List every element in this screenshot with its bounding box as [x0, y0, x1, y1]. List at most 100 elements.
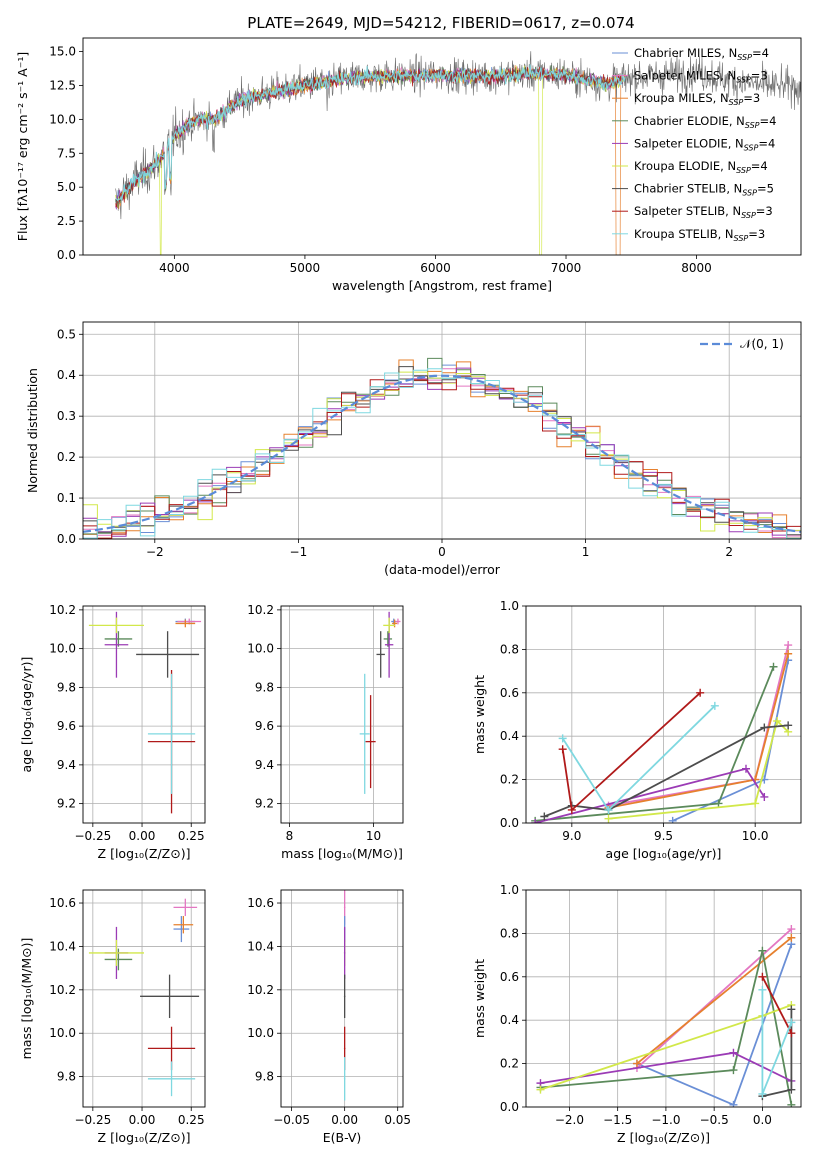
axes-frame [82, 889, 206, 1108]
x-tick-label: 0.05 [384, 1113, 411, 1127]
y-tick-label: 9.8 [255, 1070, 274, 1084]
x-tick-label: 10.0 [742, 829, 769, 843]
weight-marker [714, 799, 723, 808]
weight-marker [773, 717, 782, 726]
legend-label: Chabrier ELODIE, NSSP=4 [634, 114, 776, 130]
y-tick-label: 10.4 [247, 939, 274, 953]
plot-area-age_vs_mass [359, 611, 401, 794]
y-tick-label: 10.2 [247, 603, 274, 617]
legend-label: Kroupa MILES, NSSP=3 [634, 91, 760, 107]
y-tick-label: 0.2 [57, 450, 76, 464]
panel-mass_vs_ebv: −0.05 0.00 0.05 9.8 10.0 10.2 10.4 10.6 E(B-V) [247, 889, 411, 1145]
y-tick-label: 0.8 [500, 926, 519, 940]
data-point [343, 906, 346, 909]
x-axis-label: E(B-V) [323, 1130, 362, 1145]
x-tick-label: 6000 [420, 261, 451, 275]
axes-frame [525, 889, 802, 1108]
weight-marker [787, 925, 796, 934]
x-tick-label: −0.05 [273, 1113, 310, 1127]
x-tick-label: 8 [286, 829, 294, 843]
x-tick-label: −1.0 [651, 1113, 680, 1127]
data-point [379, 653, 382, 656]
x-tick-label: −0.25 [74, 829, 111, 843]
x-tick-label: 9.5 [654, 829, 673, 843]
weight-marker [787, 1085, 796, 1094]
y-axis-label: Normed distribution [25, 368, 40, 493]
y-tick-label: 10.2 [49, 983, 76, 997]
axes-frame [82, 321, 802, 540]
weight-line [636, 937, 792, 1065]
weight-marker [742, 764, 750, 773]
y-tick-label: 10.4 [49, 939, 76, 953]
x-tick-label: 9.0 [562, 829, 581, 843]
weight-marker [604, 814, 613, 823]
y-axis-label: mass weight [472, 959, 487, 1038]
y-tick-label: 10.0 [49, 1026, 76, 1040]
data-point [387, 638, 389, 640]
weight-marker [710, 701, 719, 710]
y-tick-label: 0.0 [500, 1100, 519, 1114]
y-tick-label: 9.6 [57, 719, 76, 733]
data-point [388, 624, 390, 627]
x-tick-label: −2.0 [555, 1113, 584, 1127]
x-axis-label: (data-model)/error [384, 562, 501, 577]
weight-marker [787, 933, 796, 942]
weight-marker [751, 799, 760, 808]
x-tick-label: 0.00 [129, 1113, 156, 1127]
y-tick-label: 0.6 [500, 686, 519, 700]
y-tick-label: 10.2 [247, 983, 274, 997]
histogram-step [83, 375, 801, 539]
data-point [115, 643, 118, 646]
y-tick-label: 9.6 [255, 719, 274, 733]
weight-marker [787, 1029, 796, 1038]
y-tick-label: 10.0 [247, 1026, 274, 1040]
weight-marker [540, 812, 549, 821]
panel-weight_vs_Z: −2.0 −1.5 −1.0 −0.5 0.0 0.0 0.2 0.4 0.6 0.8 1.0 Z [… [472, 883, 802, 1145]
y-tick-label: 10.6 [247, 896, 274, 910]
data-point [388, 643, 390, 646]
y-tick-label: 0.2 [500, 1057, 519, 1071]
weight-line [540, 950, 793, 1105]
panel-weight_vs_age: 9.0 9.5 10.0 0.0 0.2 0.4 0.6 0.8 1.0 age [log₁₀(a… [472, 599, 802, 861]
y-tick-label: 1.0 [500, 883, 519, 897]
weight-marker [729, 1048, 738, 1057]
data-point [343, 952, 346, 954]
y-tick-label: 0.4 [57, 368, 76, 382]
plot-area-residuals [83, 357, 801, 539]
data-point [170, 1047, 173, 1050]
weight-marker [632, 1059, 641, 1068]
histogram-step [83, 366, 801, 536]
y-tick-label: 10.0 [49, 112, 76, 126]
weight-marker [758, 1089, 767, 1098]
weight-marker [531, 819, 540, 823]
weight-marker [604, 805, 613, 814]
data-point [166, 653, 169, 656]
y-tick-label: 5.0 [57, 180, 76, 194]
weight-marker [760, 723, 769, 732]
axes-frame [82, 605, 206, 824]
x-axis-label: Z [log₁₀(Z/Z⊙)] [617, 1130, 710, 1145]
weight-line [761, 976, 793, 1034]
weight-marker [668, 816, 677, 823]
x-tick-label: 5000 [290, 261, 321, 275]
x-tick-label: 0.00 [129, 829, 156, 843]
y-axis-label: Flux [fλ10⁻¹⁷ erg cm⁻² s⁻¹ A⁻¹] [15, 52, 30, 241]
data-point [117, 638, 120, 640]
x-axis-label: mass [log₁₀(M/M⊙)] [281, 846, 403, 861]
legend-label: Kroupa STELIB, NSSP=3 [634, 227, 765, 243]
histogram-step [83, 368, 801, 539]
panel-mass_vs_Z: −0.25 0.00 0.25 9.8 10.0 10.2 10.4 10.6 Z [log₁₀… [19, 889, 206, 1145]
weight-line [636, 928, 793, 1069]
weight-marker [758, 985, 767, 994]
y-tick-label: 0.1 [57, 491, 76, 505]
plot-area-weight_vs_Z [536, 925, 796, 1107]
x-tick-label: 7000 [551, 261, 582, 275]
x-tick-label: 4000 [159, 261, 190, 275]
y-tick-label: 9.8 [57, 680, 76, 694]
legend-label: Salpeter MILES, NSSP=3 [634, 69, 768, 85]
data-point [397, 620, 399, 623]
data-point [115, 624, 118, 627]
x-axis-label: Z [log₁₀(Z/Z⊙)] [98, 846, 191, 861]
y-tick-label: 0.0 [57, 532, 76, 546]
